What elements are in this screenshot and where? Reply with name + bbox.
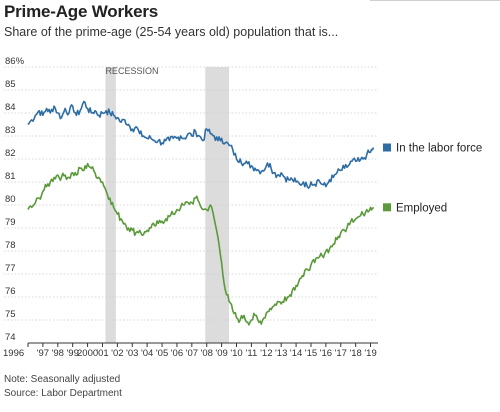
- footnote: Note: Seasonally adjusted: [4, 374, 121, 385]
- legend-label-employed: Employed: [396, 202, 447, 214]
- legend-swatch-labor-force: [383, 143, 391, 152]
- x-tick-label: '18: [349, 348, 361, 359]
- y-tick-label: 79: [5, 217, 16, 228]
- x-tick-label: 1996: [3, 348, 24, 359]
- x-tick-label: '05: [156, 348, 168, 359]
- y-tick-label: 80: [5, 194, 16, 205]
- legend-label-labor-force: In the labor force: [396, 143, 482, 155]
- x-tick-label: '04: [141, 348, 153, 359]
- x-tick-label: '12: [260, 348, 272, 359]
- x-tick-label: '98: [52, 348, 64, 359]
- y-tick-label: 82: [5, 148, 16, 159]
- legend-swatch-employed: [383, 203, 391, 212]
- x-tick-label: '01: [96, 348, 108, 359]
- x-tick-label: '14: [290, 348, 302, 359]
- x-tick-label: 2000: [77, 348, 98, 359]
- y-tick-label: 84: [5, 102, 16, 113]
- y-tick-label: 86%: [5, 56, 25, 67]
- y-tick-label: 78: [5, 240, 16, 251]
- x-tick-label: '08: [201, 348, 213, 359]
- y-tick-label: 85: [5, 79, 16, 90]
- chart-subtitle: Share of the prime-age (25-54 years old)…: [4, 25, 339, 39]
- chart-title: Prime-Age Workers: [4, 2, 159, 21]
- x-tick-label: '97: [37, 348, 49, 359]
- y-tick-label: 75: [5, 309, 16, 320]
- top-rule: [370, 0, 500, 1]
- x-tick-label: '15: [305, 348, 317, 359]
- x-tick-label: '11: [246, 348, 258, 359]
- series-line-employed: [27, 162, 375, 326]
- y-tick-label: 81: [5, 171, 16, 182]
- x-tick-label: '03: [126, 348, 138, 359]
- x-tick-label: '06: [171, 348, 183, 359]
- series-line-labor-force: [27, 100, 375, 189]
- recession-band: [105, 67, 116, 343]
- x-tick-label: '09: [215, 348, 227, 359]
- x-tick-label: '02: [111, 348, 123, 359]
- source-line: Source: Labor Department: [4, 388, 122, 399]
- x-tick-label: '13: [275, 348, 287, 359]
- x-tick-label: '07: [186, 348, 198, 359]
- x-tick-label: '10: [230, 348, 242, 359]
- x-tick-label: '16: [320, 348, 332, 359]
- recession-label: RECESSION: [105, 66, 158, 76]
- x-tick-label: '17: [335, 348, 347, 359]
- x-tick-label: '99: [66, 348, 78, 359]
- y-tick-label: 74: [5, 332, 16, 343]
- y-tick-label: 83: [5, 125, 16, 136]
- y-tick-label: 77: [5, 263, 16, 274]
- y-tick-label: 76: [5, 286, 16, 297]
- x-tick-label: '19: [364, 348, 376, 359]
